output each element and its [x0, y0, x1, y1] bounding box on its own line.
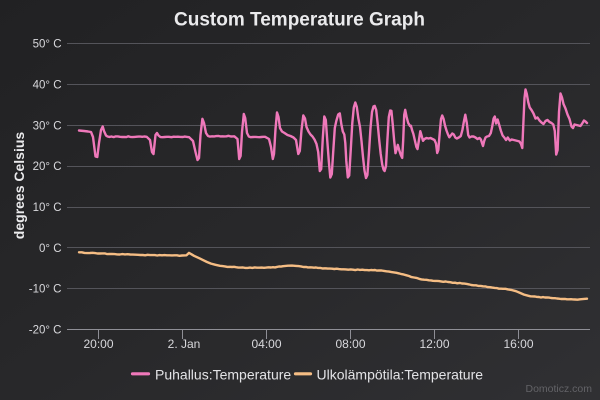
- svg-text:10° C: 10° C: [33, 202, 62, 214]
- svg-text:-20° C: -20° C: [29, 325, 62, 337]
- svg-text:degrees Celsius: degrees Celsius: [11, 132, 27, 240]
- svg-text:08:00: 08:00: [335, 337, 365, 351]
- svg-text:Puhallus:Temperature: Puhallus:Temperature: [155, 366, 291, 382]
- svg-text:2. Jan: 2. Jan: [168, 337, 201, 351]
- svg-text:40° C: 40° C: [33, 79, 62, 91]
- svg-text:20:00: 20:00: [83, 337, 113, 351]
- svg-text:50° C: 50° C: [33, 39, 62, 51]
- svg-text:20° C: 20° C: [33, 161, 62, 173]
- svg-text:30° C: 30° C: [33, 120, 62, 132]
- svg-text:Ulkolämpötila:Temperature: Ulkolämpötila:Temperature: [317, 366, 484, 382]
- svg-text:04:00: 04:00: [251, 337, 281, 351]
- svg-text:12:00: 12:00: [419, 337, 449, 351]
- svg-text:Custom Temperature Graph: Custom Temperature Graph: [174, 10, 425, 31]
- svg-text:-10° C: -10° C: [29, 284, 62, 296]
- svg-text:Domoticz.com: Domoticz.com: [525, 383, 592, 395]
- svg-text:0° C: 0° C: [39, 243, 62, 255]
- svg-text:16:00: 16:00: [503, 337, 533, 351]
